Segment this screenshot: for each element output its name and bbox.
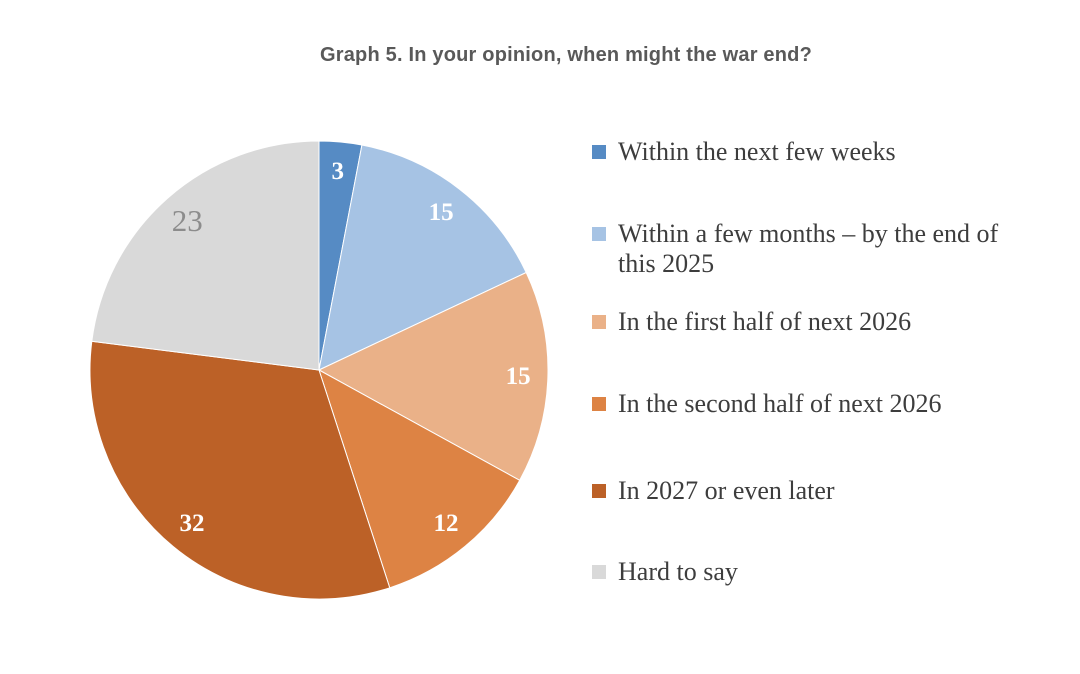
- legend-label-2: In the first half of next 2026: [618, 307, 912, 336]
- legend-swatch-4: [592, 484, 606, 498]
- pie-chart: 3 15 15 12 32 23: [89, 140, 549, 600]
- legend-swatch-5: [592, 565, 606, 579]
- legend-item-4: In 2027 or even later: [592, 476, 835, 506]
- legend-item-5: Hard to say: [592, 557, 738, 587]
- pie-slice-label-0: 3: [331, 158, 344, 185]
- legend-label-1: Within a few months – by the end of this…: [618, 219, 999, 278]
- legend-item-1: Within a few months – by the end of this…: [592, 219, 998, 279]
- pie-slice-label-5: 23: [172, 203, 203, 238]
- legend-swatch-0: [592, 145, 606, 159]
- legend-item-2: In the first half of next 2026: [592, 307, 911, 337]
- pie-slice-1: [318, 144, 527, 371]
- legend: Within the next few weeks Within a few mo…: [592, 0, 1032, 674]
- legend-item-0: Within the next few weeks: [592, 137, 896, 167]
- pie-slice-5: [91, 140, 320, 371]
- pie-slice-label-3: 12: [434, 510, 459, 537]
- pie-slice-3: [318, 368, 521, 589]
- pie-slice-2: [317, 271, 549, 481]
- pie-slice-4: [89, 340, 391, 600]
- legend-swatch-2: [592, 315, 606, 329]
- legend-label-0: Within the next few weeks: [618, 137, 896, 166]
- pie-slice-label-1: 15: [429, 199, 454, 226]
- legend-label-4: In 2027 or even later: [618, 476, 835, 505]
- legend-label-5: Hard to say: [618, 557, 738, 586]
- pie-slice-label-4: 32: [180, 510, 205, 537]
- legend-item-3: In the second half of next 2026: [592, 389, 941, 419]
- pie-slice-label-2: 15: [506, 363, 531, 390]
- page-title: Graph 5. In your opinion, when might the…: [319, 44, 813, 66]
- legend-swatch-3: [592, 397, 606, 411]
- legend-label-3: In the second half of next 2026: [618, 389, 942, 418]
- legend-swatch-1: [592, 227, 606, 241]
